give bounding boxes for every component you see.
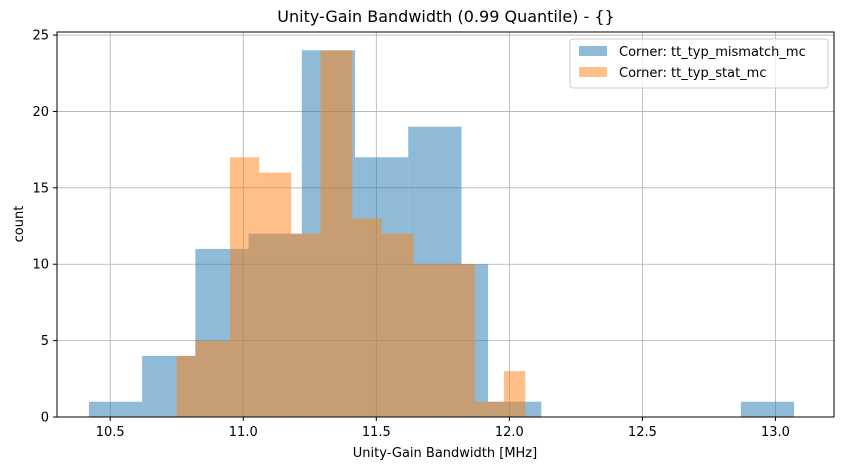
y-tick-label: 10 bbox=[32, 258, 49, 273]
y-tick-label: 15 bbox=[32, 181, 49, 196]
histogram-bar-mismatch bbox=[740, 401, 795, 417]
chart-title: Unity-Gain Bandwidth (0.99 Quantile) - {… bbox=[277, 7, 614, 26]
y-tick-label: 0 bbox=[41, 411, 49, 426]
x-tick-label: 10.5 bbox=[96, 425, 125, 440]
legend-label-stat: Corner: tt_typ_stat_mc bbox=[619, 66, 767, 81]
y-tick-label: 25 bbox=[32, 29, 49, 44]
x-tick-label: 13.0 bbox=[761, 425, 790, 440]
histogram-bars bbox=[88, 50, 795, 417]
axis-ticks: 10.5 11.0 11.5 12.0 12.5 13.0 0 5 10 15 20 25 bbox=[32, 29, 789, 440]
histogram-bar-stat bbox=[259, 172, 292, 417]
legend: Corner: tt_typ_mismatch_mc Corner: tt_ty… bbox=[569, 38, 829, 89]
histogram-bar-mismatch bbox=[88, 401, 143, 417]
histogram-bar-stat bbox=[381, 233, 414, 417]
legend-label-mismatch: Corner: tt_typ_mismatch_mc bbox=[619, 45, 806, 60]
x-tick-label: 11.5 bbox=[362, 425, 391, 440]
histogram-bar-stat bbox=[291, 233, 321, 417]
histogram-bar-stat bbox=[504, 371, 526, 417]
y-tick-label: 5 bbox=[41, 334, 49, 349]
histogram-bar-stat bbox=[195, 340, 230, 417]
histogram-bar-stat bbox=[229, 157, 260, 417]
y-tick-label: 20 bbox=[32, 105, 49, 120]
x-tick-label: 12.0 bbox=[495, 425, 524, 440]
plot-frame bbox=[56, 31, 835, 418]
legend-swatch-mismatch bbox=[579, 46, 607, 56]
histogram-bar-stat bbox=[320, 50, 353, 417]
histogram-bar-stat bbox=[442, 264, 475, 417]
histogram-bar-stat bbox=[176, 355, 196, 417]
histogram-bar-stat bbox=[413, 264, 443, 417]
histogram-bar-stat bbox=[474, 401, 505, 417]
histogram-bar-stat bbox=[352, 218, 382, 417]
legend-box bbox=[569, 38, 829, 89]
x-tick-label: 11.0 bbox=[229, 425, 258, 440]
legend-swatch-stat bbox=[579, 67, 607, 77]
y-axis-label: count bbox=[12, 206, 27, 243]
x-tick-label: 12.5 bbox=[628, 425, 657, 440]
x-axis-label: Unity-Gain Bandwidth [MHz] bbox=[353, 446, 537, 461]
